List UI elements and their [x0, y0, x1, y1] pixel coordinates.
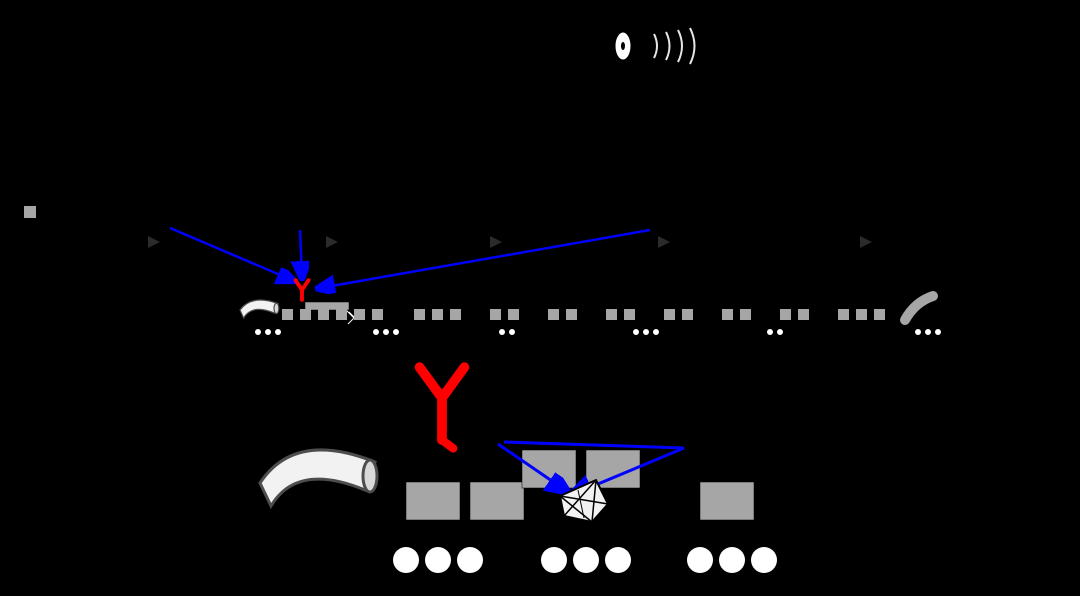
direction-markers	[148, 236, 872, 248]
conveyor-blocks-top	[282, 309, 885, 320]
sensor-icon	[615, 28, 695, 64]
diagram-canvas	[0, 0, 1080, 596]
wheel-dots-top	[255, 329, 941, 335]
conveyor-end	[905, 296, 933, 320]
red-gripper-top	[295, 280, 308, 300]
held-block-top	[305, 302, 349, 310]
wheels-bottom	[393, 547, 777, 573]
origin-square	[24, 206, 36, 218]
red-gripper-bottom	[420, 367, 465, 448]
pipe-bottom	[260, 450, 377, 506]
selection-arrows-top	[170, 228, 650, 288]
pipe-top	[240, 300, 279, 318]
